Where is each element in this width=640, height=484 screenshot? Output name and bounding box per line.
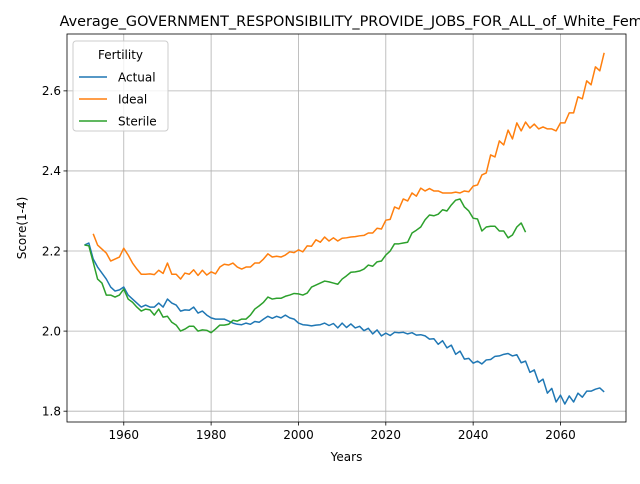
legend-items: Actual Ideal Sterile xyxy=(79,70,157,128)
x-tick-label: 2020 xyxy=(371,428,402,442)
y-tick-label: 2.0 xyxy=(42,324,61,338)
x-axis-label: Years xyxy=(330,450,363,464)
legend-box xyxy=(72,40,169,132)
x-tick-label: 2060 xyxy=(545,428,576,442)
plot-lines xyxy=(84,52,605,405)
y-tick-label: 1.8 xyxy=(42,404,61,418)
legend: Fertility Actual Ideal Sterile xyxy=(72,40,169,132)
axis-ticks: 1960 1980 2000 2020 2040 2060 1.8 2.0 2.2 2.4 2.6 xyxy=(42,84,576,442)
legend-label-actual: Actual xyxy=(118,70,156,84)
series-line-ideal xyxy=(92,52,605,280)
y-tick-label: 2.2 xyxy=(42,244,61,258)
y-axis-label: Score(1-4) xyxy=(15,197,29,260)
x-tick-label: 1960 xyxy=(109,428,140,442)
legend-label-sterile: Sterile xyxy=(118,114,157,128)
legend-label-ideal: Ideal xyxy=(118,92,147,106)
series-line-actual xyxy=(84,242,605,405)
x-tick-label: 2000 xyxy=(283,428,314,442)
plot-frame xyxy=(66,33,627,423)
x-tick-label: 1980 xyxy=(196,428,227,442)
x-tick-label: 2040 xyxy=(458,428,489,442)
series-line-sterile xyxy=(84,198,527,334)
chart-title: Average_GOVERNMENT_RESPONSIBILITY_PROVID… xyxy=(60,14,640,30)
legend-title: Fertility xyxy=(98,48,143,62)
y-tick-label: 2.4 xyxy=(42,164,61,178)
y-tick-label: 2.6 xyxy=(42,84,61,98)
